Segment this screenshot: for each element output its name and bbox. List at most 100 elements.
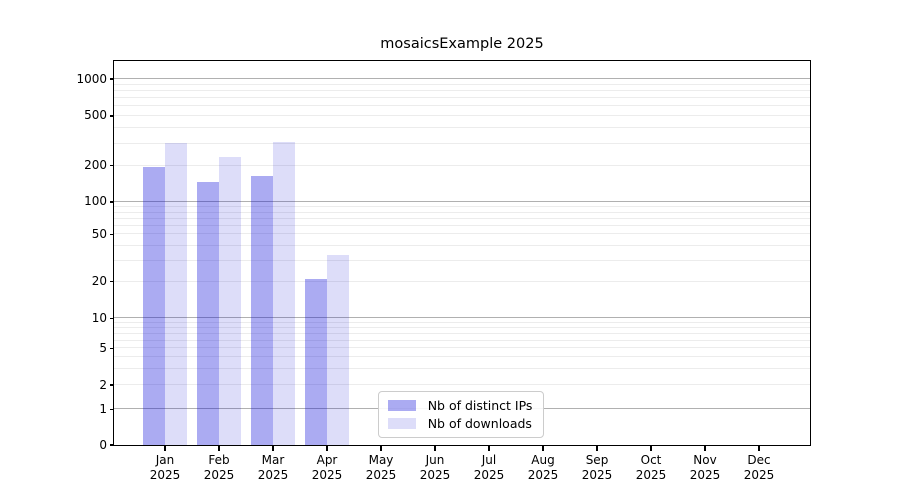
gridline-minor-800 [113, 90, 810, 92]
x-tick-month: May [368, 453, 394, 467]
x-tick-label-apr: Apr 2025 [297, 453, 357, 483]
x-tick-mark-jun [434, 446, 436, 451]
y-tick-label-500: 500 [84, 108, 107, 123]
y-tick-label-0: 0 [99, 437, 107, 452]
gridline-minor-400 [113, 127, 810, 129]
x-tick-month: Apr [316, 453, 338, 467]
gridline-minor-20 [113, 281, 810, 282]
x-tick-year: 2025 [257, 468, 289, 482]
y-tick-mark-20 [109, 281, 114, 283]
x-tick-year: 2025 [203, 468, 235, 482]
bar-downloads-feb [218, 156, 241, 445]
x-tick-year: 2025 [473, 468, 505, 482]
bar-downloads-mar [272, 141, 295, 445]
x-tick-mark-jan [164, 446, 166, 451]
bar-distinct-ips-mar [250, 175, 273, 445]
gridline-minor-70 [113, 217, 810, 219]
bar-distinct-ips-feb [196, 181, 219, 445]
x-tick-month: Jul [481, 453, 497, 467]
gridline-minor-60 [113, 224, 810, 226]
y-tick-label-5: 5 [99, 340, 107, 355]
x-tick-label-oct: Oct 2025 [621, 453, 681, 483]
legend: Nb of distinct IPs Nb of downloads [377, 390, 544, 438]
x-tick-label-sep: Sep 2025 [567, 453, 627, 483]
x-tick-month: Oct [640, 453, 662, 467]
x-tick-label-mar: Mar 2025 [243, 453, 303, 483]
y-tick-mark-200 [109, 165, 114, 167]
x-tick-month: Jan [155, 453, 175, 467]
legend-item-distinct-ips: Nb of distinct IPs [387, 397, 534, 413]
y-tick-label-1000: 1000 [76, 71, 107, 86]
gridline-minor-8 [113, 327, 810, 329]
chart-title: mosaicsExample 2025 [380, 36, 544, 52]
gridline-minor-500 [113, 115, 810, 117]
gridline-minor-6 [113, 339, 810, 341]
bar-downloads-apr [326, 255, 349, 445]
x-tick-mark-oct [650, 446, 652, 451]
gridline-minor-30 [113, 259, 810, 261]
x-tick-year: 2025 [365, 468, 397, 482]
y-tick-label-1: 1 [99, 401, 107, 416]
x-tick-mark-nov [704, 446, 706, 451]
gridline-minor-900 [113, 83, 810, 85]
legend-swatch-distinct-ips [387, 399, 416, 411]
x-tick-year: 2025 [149, 468, 181, 482]
x-tick-month: Nov [693, 453, 717, 467]
y-tick-mark-2 [109, 384, 114, 386]
gridline-minor-600 [113, 105, 810, 107]
legend-label-downloads: Nb of downloads [427, 415, 532, 431]
x-tick-mark-aug [542, 446, 544, 451]
x-tick-month: Aug [531, 453, 555, 467]
y-tick-mark-500 [109, 115, 114, 117]
y-tick-label-10: 10 [91, 310, 107, 325]
gridline-minor-3 [113, 367, 810, 369]
gridline-minor-9 [113, 322, 810, 324]
x-tick-mark-jul [488, 446, 490, 451]
gridline-minor-300 [113, 142, 810, 144]
y-tick-mark-0 [109, 444, 114, 446]
bar-downloads-jan [164, 143, 187, 445]
x-tick-year: 2025 [689, 468, 721, 482]
gridline-minor-40 [113, 244, 810, 246]
gridline-minor-200 [113, 165, 810, 167]
y-tick-label-2: 2 [99, 377, 107, 392]
legend-item-downloads: Nb of downloads [387, 415, 534, 431]
y-tick-label-200: 200 [84, 158, 107, 173]
gridline-minor-80 [113, 211, 810, 213]
y-tick-mark-5 [109, 347, 114, 349]
gridline-major-100 [113, 201, 810, 203]
bar-distinct-ips-jan [142, 166, 165, 445]
y-tick-mark-1 [109, 408, 114, 410]
gridline-minor-50 [113, 233, 810, 235]
y-tick-mark-50 [109, 233, 114, 235]
y-tick-mark-10 [109, 317, 114, 319]
x-tick-month: Sep [585, 453, 609, 467]
y-tick-label-100: 100 [84, 194, 107, 209]
y-tick-mark-1000 [109, 78, 114, 80]
x-tick-mark-dec [758, 446, 760, 451]
gridline-minor-7 [113, 332, 810, 334]
x-tick-mark-sep [596, 446, 598, 451]
x-tick-year: 2025 [527, 468, 559, 482]
x-tick-mark-feb [218, 446, 220, 451]
gridline-major-10 [113, 317, 810, 319]
x-tick-month: Jun [425, 453, 445, 467]
legend-label-distinct-ips: Nb of distinct IPs [427, 397, 533, 413]
x-tick-label-jul: Jul 2025 [459, 453, 519, 483]
x-tick-label-jun: Jun 2025 [405, 453, 465, 483]
gridline-minor-5 [113, 347, 810, 349]
x-tick-month: Feb [208, 453, 230, 467]
y-tick-label-20: 20 [91, 274, 107, 289]
x-tick-mark-mar [272, 446, 274, 451]
gridline-minor-90 [113, 206, 810, 208]
x-tick-year: 2025 [635, 468, 667, 482]
x-tick-month: Mar [261, 453, 285, 467]
plot-area: Nb of distinct IPs Nb of downloads [112, 59, 811, 446]
y-tick-mark-100 [109, 201, 114, 203]
y-tick-label-50: 50 [91, 226, 107, 241]
x-tick-mark-apr [326, 446, 328, 451]
x-tick-label-nov: Nov 2025 [675, 453, 735, 483]
gridline-minor-4 [113, 356, 810, 358]
x-tick-label-jan: Jan 2025 [135, 453, 195, 483]
